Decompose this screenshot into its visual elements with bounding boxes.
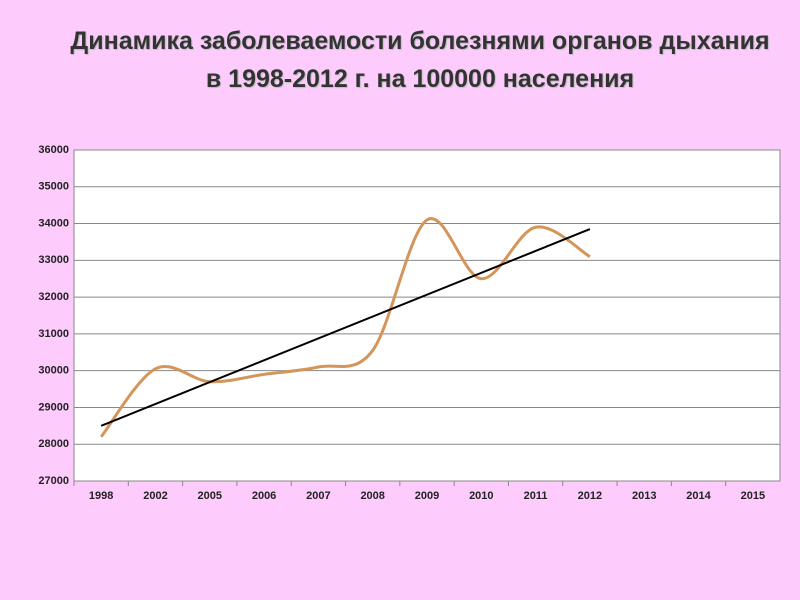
x-tick-label: 2008 <box>360 490 384 502</box>
x-tick-label: 2011 <box>524 490 548 502</box>
x-tick-label: 2013 <box>632 490 656 502</box>
x-tick-label: 2010 <box>469 490 493 502</box>
y-tick-label: 29000 <box>38 401 69 413</box>
x-tick-label: 2005 <box>198 490 222 502</box>
y-tick-label: 35000 <box>38 181 69 193</box>
y-tick-label: 28000 <box>38 438 69 450</box>
data-line <box>99 217 591 438</box>
plot-area <box>73 149 781 482</box>
y-tick-label: 34000 <box>38 217 69 229</box>
y-tick-label: 33000 <box>38 254 69 266</box>
x-tick-label: 2014 <box>686 490 711 502</box>
y-tick-label: 32000 <box>38 291 69 303</box>
y-tick-label: 30000 <box>38 365 69 377</box>
x-tick-label: 2012 <box>578 490 602 502</box>
x-tick-label: 2002 <box>143 490 167 502</box>
x-tick-label: 2006 <box>252 490 276 502</box>
y-tick-label: 27000 <box>38 475 69 487</box>
x-tick-label: 2009 <box>415 490 439 502</box>
y-tick-label: 36000 <box>38 144 69 156</box>
x-tick-label: 1998 <box>89 490 113 502</box>
trend-line <box>100 228 591 427</box>
x-tick-label: 2015 <box>741 490 765 502</box>
chart-title: Динамика заболеваемости болезнями органо… <box>70 27 770 93</box>
x-tick-label: 2007 <box>306 490 330 502</box>
y-tick-label: 31000 <box>38 328 69 340</box>
